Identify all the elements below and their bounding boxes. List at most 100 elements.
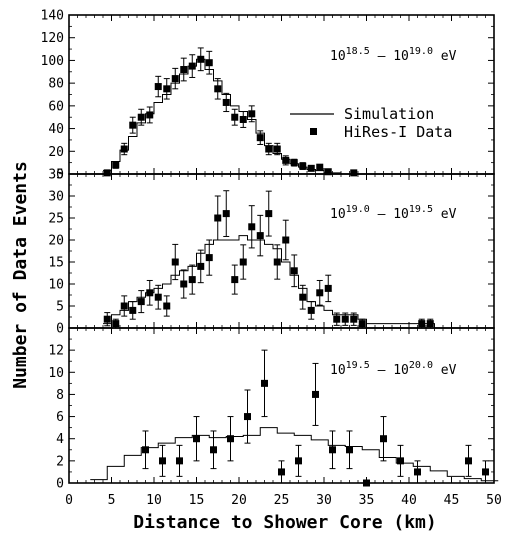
x-tick-label: 35 bbox=[359, 493, 375, 508]
y-tick-label: 100 bbox=[41, 54, 64, 69]
data-point bbox=[380, 435, 387, 443]
energy-range-label: 1019.5 – 1020.0 eV bbox=[330, 360, 457, 378]
data-point bbox=[312, 390, 319, 398]
data-point bbox=[163, 302, 171, 310]
legend-data-marker-sample bbox=[310, 128, 317, 135]
data-point bbox=[248, 110, 256, 118]
data-point bbox=[176, 457, 183, 465]
data-point bbox=[188, 62, 196, 70]
data-point bbox=[205, 254, 213, 262]
panel-3: 0 2 4 6 8 10 12 1019.5 – 1020.0 eV bbox=[48, 327, 499, 492]
data-point bbox=[482, 468, 489, 476]
data-point bbox=[137, 113, 145, 121]
data-point bbox=[418, 320, 426, 328]
panel-frame bbox=[68, 14, 495, 175]
panel-1: 0 20 40 60 80 100 120 140 1018.5 – 1019.0 eV bbox=[41, 9, 495, 183]
y-tick-label: 30 bbox=[48, 190, 64, 205]
x-tick-labels: 0 5 10 15 20 25 30 35 40 45 50 bbox=[65, 493, 502, 508]
y-tick-label: 80 bbox=[48, 77, 64, 92]
legend-simulation-label: Simulation bbox=[344, 105, 434, 123]
energy-range-label: 1019.0 – 1019.5 eV bbox=[330, 204, 457, 222]
x-tick-label: 45 bbox=[444, 493, 460, 508]
data-point bbox=[341, 315, 349, 323]
data-point bbox=[231, 113, 239, 121]
data-point bbox=[103, 169, 111, 177]
x-tick-label: 15 bbox=[189, 493, 205, 508]
data-point bbox=[222, 98, 230, 106]
data-point bbox=[159, 457, 166, 465]
y-tick-label: 120 bbox=[41, 31, 64, 46]
y-tick-label: 0 bbox=[56, 168, 64, 183]
data-point bbox=[265, 145, 273, 153]
data-point bbox=[265, 210, 273, 218]
y-tick-label: 10 bbox=[48, 366, 64, 381]
y-tick-label: 35 bbox=[48, 168, 64, 183]
data-point bbox=[171, 75, 179, 83]
y-tick-label: 6 bbox=[56, 410, 64, 425]
data-point bbox=[295, 457, 302, 465]
data-point bbox=[290, 159, 298, 167]
data-point bbox=[197, 262, 205, 270]
data-point bbox=[333, 315, 341, 323]
data-point bbox=[214, 85, 222, 93]
y-tick-label: 8 bbox=[56, 388, 64, 403]
data-point bbox=[112, 320, 120, 328]
data-point bbox=[350, 169, 358, 177]
y-tick-label: 15 bbox=[48, 256, 64, 271]
data-point bbox=[188, 276, 196, 284]
x-axis-label: Distance to Shower Core (km) bbox=[133, 512, 436, 533]
data-point bbox=[465, 457, 472, 465]
y-tick-label: 140 bbox=[41, 9, 64, 24]
simulation-histogram bbox=[103, 235, 486, 329]
data-point bbox=[363, 479, 370, 487]
data-point bbox=[316, 163, 324, 171]
data-point bbox=[307, 164, 315, 172]
data-point bbox=[278, 468, 285, 476]
data-point bbox=[307, 306, 315, 314]
x-tick-label: 20 bbox=[231, 493, 247, 508]
y-tick-label: 12 bbox=[48, 344, 64, 359]
x-tick-label: 30 bbox=[316, 493, 332, 508]
data-point bbox=[346, 446, 353, 454]
data-point bbox=[282, 156, 290, 164]
x-tick-label: 25 bbox=[274, 493, 290, 508]
y-tick-label: 0 bbox=[56, 322, 64, 337]
data-point bbox=[397, 457, 404, 465]
data-point bbox=[329, 446, 336, 454]
y-tick-label: 25 bbox=[48, 212, 64, 227]
data-point bbox=[324, 284, 332, 292]
data-point bbox=[112, 161, 120, 169]
data-point bbox=[324, 168, 332, 176]
y-tick-label: 20 bbox=[48, 234, 64, 249]
data-point bbox=[248, 223, 256, 231]
data-point bbox=[180, 66, 188, 74]
simulation-histogram bbox=[90, 427, 499, 482]
data-point bbox=[146, 289, 154, 297]
data-point bbox=[256, 134, 264, 142]
x-tick-label: 50 bbox=[486, 493, 502, 508]
data-point bbox=[154, 83, 162, 91]
data-point bbox=[350, 315, 358, 323]
y-axis-label: Number of Data Events bbox=[10, 161, 31, 389]
data-point bbox=[171, 258, 179, 266]
data-point bbox=[103, 315, 111, 323]
y-tick-label: 10 bbox=[48, 278, 64, 293]
y-tick-label: 60 bbox=[48, 99, 64, 114]
data-point bbox=[154, 293, 162, 301]
data-point bbox=[299, 293, 307, 301]
data-point bbox=[180, 280, 188, 288]
data-point bbox=[120, 302, 128, 310]
data-point bbox=[142, 446, 149, 454]
energy-range-label: 1018.5 – 1019.0 eV bbox=[330, 46, 457, 64]
data-point bbox=[256, 232, 264, 240]
legend-data-label: HiRes-I Data bbox=[344, 123, 452, 141]
data-point bbox=[239, 258, 247, 266]
data-point bbox=[244, 413, 251, 421]
y-tick-label: 40 bbox=[48, 122, 64, 137]
data-point bbox=[205, 59, 213, 67]
data-point bbox=[129, 306, 137, 314]
data-point bbox=[358, 320, 366, 328]
x-tick-label: 40 bbox=[401, 493, 417, 508]
data-point bbox=[299, 162, 307, 170]
